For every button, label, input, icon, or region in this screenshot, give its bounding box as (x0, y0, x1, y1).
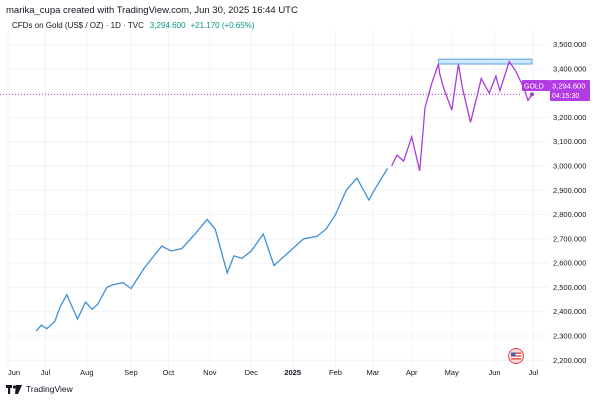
x-tick-label: Oct (163, 368, 176, 377)
y-tick-label: 3,400.000 (553, 64, 586, 73)
y-tick-label: 2,800.000 (553, 210, 586, 219)
x-tick-label: Jul (41, 368, 51, 377)
resistance-zone[interactable] (437, 58, 533, 65)
y-tick-label: 2,900.000 (553, 186, 586, 195)
footer[interactable]: TradingView (6, 384, 73, 394)
price-tag-countdown: 04:15:30 (552, 93, 579, 100)
symbol-name: CFDs on Gold (US$ / OZ) · 1D · TVC (12, 21, 144, 30)
x-tick-label: Jun (8, 368, 20, 377)
tradingview-logo-icon (6, 384, 22, 394)
y-tick-label: 3,200.000 (553, 113, 586, 122)
y-tick-label: 2,600.000 (553, 259, 586, 268)
price-tag: GOLD 3,294.600 04:15:30 (522, 80, 590, 101)
symbol-legend[interactable]: CFDs on Gold (US$ / OZ) · 1D · TVC 3,294.… (12, 21, 255, 30)
x-tick-label: Apr (406, 368, 418, 377)
y-tick-label: 3,500.000 (553, 40, 586, 49)
us-flag-icon[interactable] (508, 348, 524, 364)
x-tick-label: Mar (366, 368, 379, 377)
x-tick-label: 2025 (284, 368, 301, 377)
x-axis[interactable]: Jun Jul Aug Sep Oct Nov Dec 2025 Feb Mar Apr May Jun… (8, 368, 538, 377)
x-tick-label: Nov (203, 368, 217, 377)
footer-brand: TradingView (26, 384, 73, 394)
chart-credit: marika_cupa created with TradingView.com… (6, 5, 298, 16)
y-tick-label: 2,700.000 (553, 234, 586, 243)
x-tick-label: Jun (488, 368, 500, 377)
x-tick-label: Jul (529, 368, 539, 377)
x-tick-label: Dec (245, 368, 259, 377)
y-tick-label: 3,100.000 (553, 137, 586, 146)
grid (7, 30, 548, 370)
series-line-gold[interactable] (391, 60, 533, 172)
x-tick-label: Sep (124, 368, 137, 377)
last-price: 3,294.600 (149, 21, 186, 30)
x-tick-label: May (445, 368, 459, 377)
y-tick-label: 3,000.000 (553, 162, 586, 171)
x-tick-label: Aug (80, 368, 93, 377)
x-tick-label: Feb (329, 368, 342, 377)
series-line-blue[interactable] (35, 168, 389, 332)
y-tick-label: 2,500.000 (553, 283, 586, 292)
y-tick-label: 2,400.000 (553, 307, 586, 316)
y-tick-label: 2,300.000 (553, 332, 586, 341)
price-tag-symbol: GOLD (524, 84, 544, 91)
price-change: +21.170 (+0.65%) (190, 21, 255, 30)
price-tag-price: 3,294.600 (552, 82, 585, 91)
y-tick-label: 2,200.000 (553, 356, 586, 365)
last-price-dot (529, 92, 534, 97)
